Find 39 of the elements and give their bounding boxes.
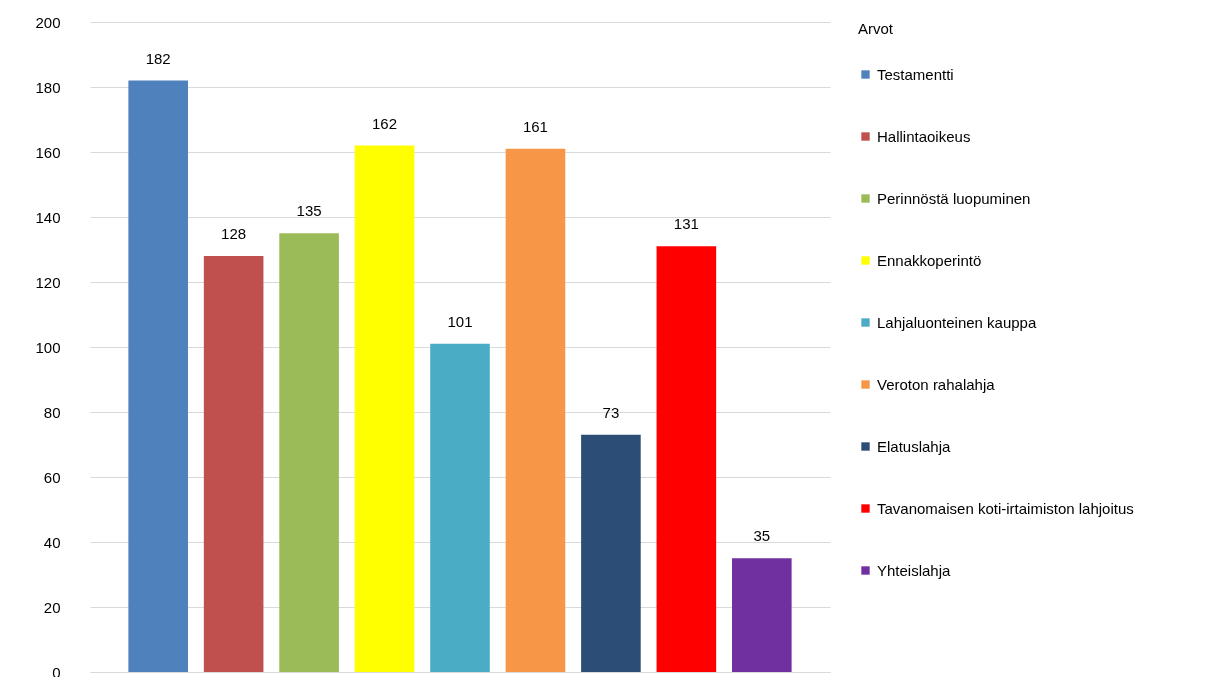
legend-label: Veroton rahalahja xyxy=(877,375,996,393)
data-label: 182 xyxy=(145,49,171,67)
data-label: 101 xyxy=(447,312,473,330)
bar xyxy=(656,246,717,672)
y-tick-label: 60 xyxy=(43,468,61,486)
data-label: 35 xyxy=(753,527,771,545)
legend-label: Tavanomaisen koti-irtaimiston lahjoitus xyxy=(877,499,1134,517)
bar xyxy=(128,80,188,672)
data-label: 162 xyxy=(372,114,398,132)
legend-label: Ennakkoperintö xyxy=(877,251,982,269)
y-tick-label: 120 xyxy=(35,273,61,291)
bar xyxy=(354,145,415,672)
legend-label: Yhteislahja xyxy=(877,561,952,579)
bar xyxy=(430,343,490,672)
bar xyxy=(732,558,792,672)
legend-label: Perinnöstä luopuminen xyxy=(877,189,1031,207)
legend-title: Arvot xyxy=(858,20,894,37)
data-label: 131 xyxy=(673,215,699,233)
data-label: 161 xyxy=(522,117,548,135)
y-tick-label: 20 xyxy=(43,598,61,616)
legend-label: Testamentti xyxy=(877,65,954,83)
bar xyxy=(505,148,566,672)
y-tick-label: 160 xyxy=(35,143,61,161)
legend-label: Elatuslahja xyxy=(877,437,952,455)
legend-label: Lahjaluonteinen kauppa xyxy=(877,313,1037,331)
y-tick-label: 140 xyxy=(35,208,61,226)
data-label: 135 xyxy=(296,202,322,220)
y-tick-label: 80 xyxy=(43,403,61,421)
y-tick-label: 100 xyxy=(35,338,61,356)
data-label: 128 xyxy=(221,225,247,242)
bar xyxy=(203,256,264,672)
bar xyxy=(581,434,641,672)
y-tick-label: 180 xyxy=(35,78,61,96)
legend-label: Hallintaoikeus xyxy=(877,127,971,145)
data-label: 73 xyxy=(602,403,620,421)
bar xyxy=(279,233,339,672)
y-tick-label: 40 xyxy=(43,533,61,551)
y-tick-label: 200 xyxy=(35,13,61,31)
y-tick-label: 0 xyxy=(52,663,61,677)
